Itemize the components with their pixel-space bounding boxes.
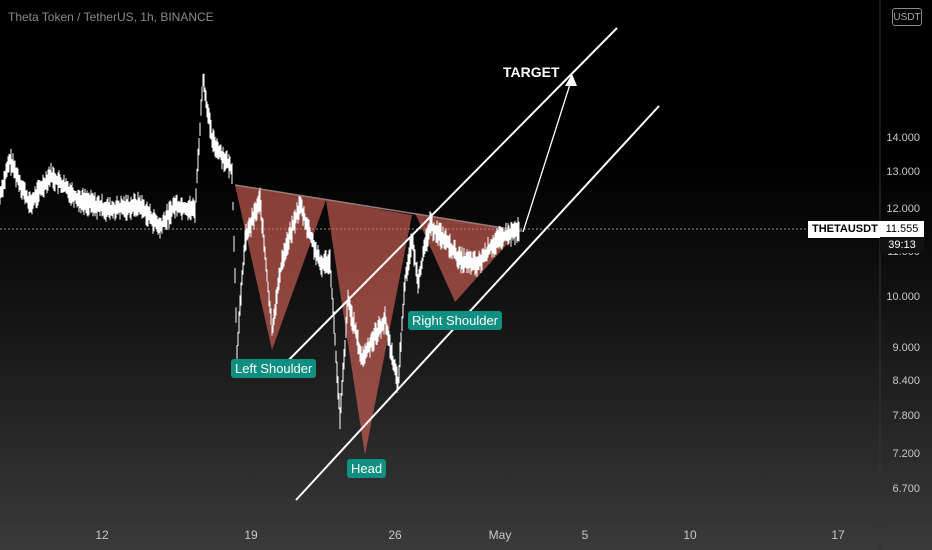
bar-countdown: 39:13: [880, 237, 924, 253]
x-tick: 5: [581, 528, 589, 542]
y-tick: 7.200: [892, 448, 920, 460]
channel-lower-line: [295, 105, 660, 501]
y-tick: 12.000: [886, 203, 920, 215]
head-triangle: [326, 200, 412, 455]
neckline: [234, 184, 523, 232]
y-tick: 9.000: [892, 342, 920, 354]
y-tick: 14.000: [886, 132, 920, 144]
y-tick: 10.000: [886, 291, 920, 303]
head-label: Head: [347, 459, 387, 478]
left-shoulder-label: Left Shoulder: [231, 359, 317, 378]
target-arrow: [522, 77, 573, 233]
price-series: [0, 73, 520, 430]
y-tick: 6.700: [892, 483, 920, 495]
right-shoulder-label: Right Shoulder: [408, 311, 502, 330]
x-tick: 26: [388, 528, 402, 542]
currency-button[interactable]: USDT: [892, 8, 922, 26]
y-tick: 8.400: [892, 375, 920, 387]
current-price: 11.555: [885, 223, 919, 235]
x-tick: 19: [244, 528, 258, 542]
x-tick: 17: [831, 528, 845, 542]
x-tick: 12: [95, 528, 109, 542]
x-tick: May: [488, 528, 512, 542]
y-tick: 13.000: [886, 166, 920, 178]
target-arrowhead: [565, 74, 577, 86]
symbol-price-tag: THETAUSDT: [808, 221, 882, 238]
target-label: TARGET: [503, 64, 560, 80]
symbol-label: THETAUSDT: [812, 223, 878, 235]
chart-title: Theta Token / TetherUS, 1h, BINANCE: [8, 10, 214, 24]
y-tick: 7.800: [892, 410, 920, 422]
x-tick: 10: [683, 528, 697, 542]
price-box: 11.555 39:13: [880, 221, 924, 253]
channel-upper-line: [271, 27, 618, 378]
